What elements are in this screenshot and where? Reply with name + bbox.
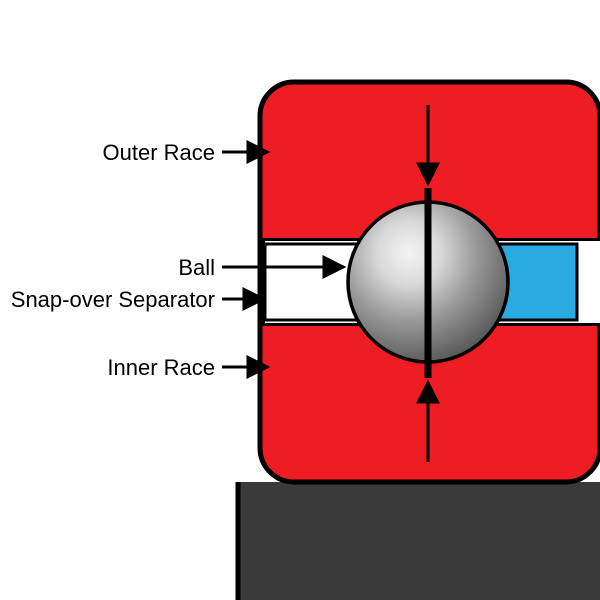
label-outer-race: Outer Race — [103, 140, 216, 166]
diagram-stage: Outer Race Ball Snap-over Separator Inne… — [0, 0, 600, 600]
label-inner-race: Inner Race — [107, 355, 215, 381]
label-ball: Ball — [178, 255, 215, 281]
label-separator: Snap-over Separator — [11, 287, 215, 313]
